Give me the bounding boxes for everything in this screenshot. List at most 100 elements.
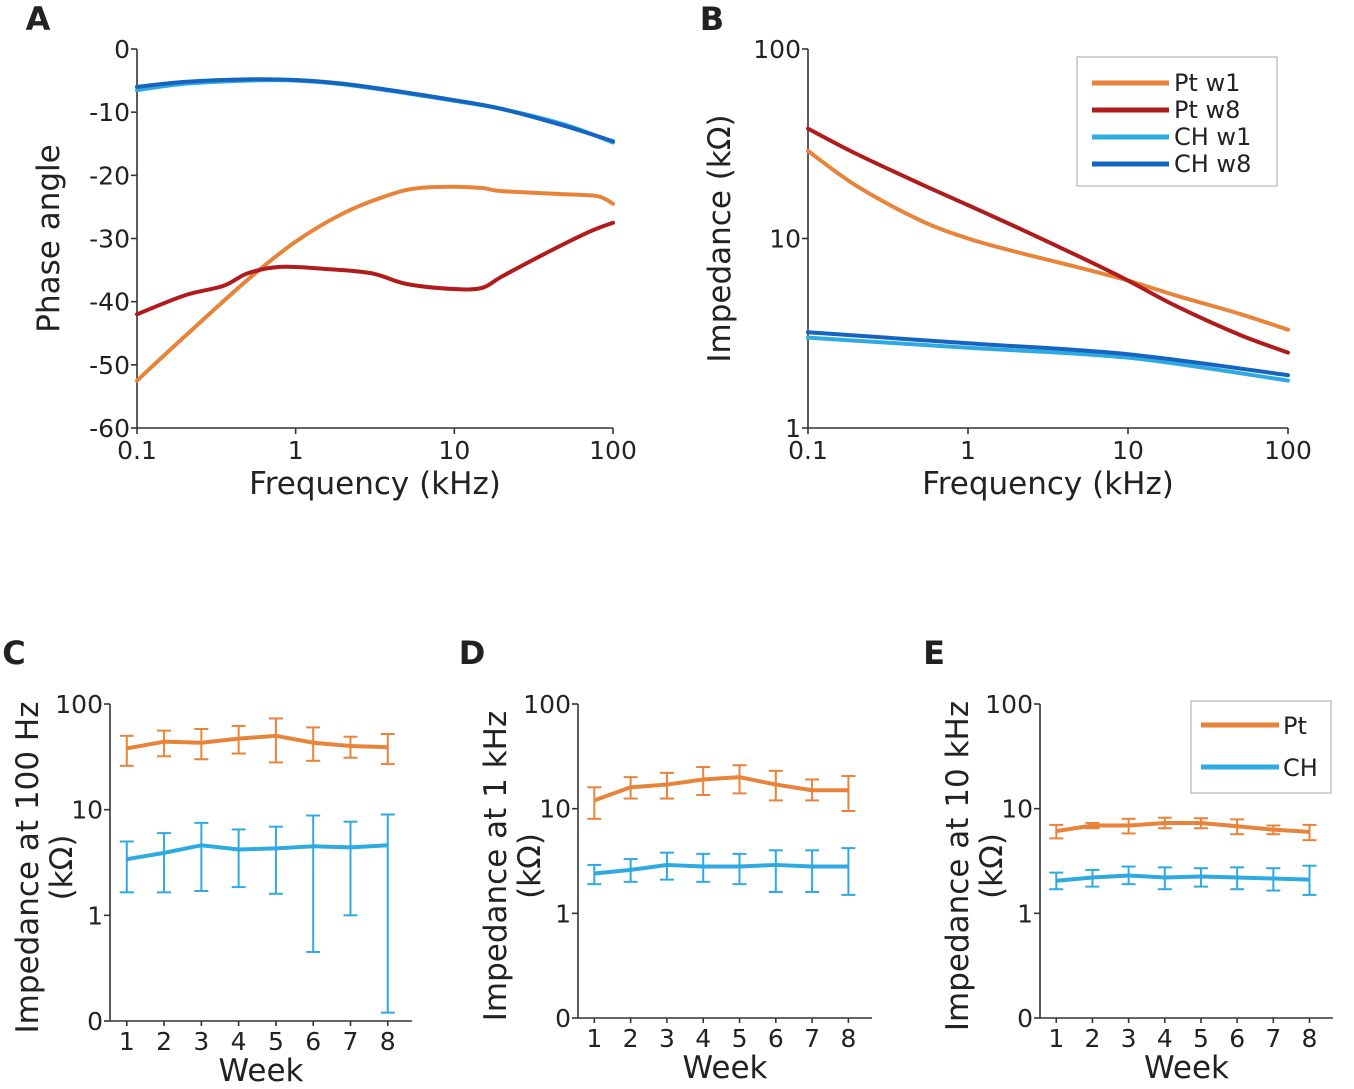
error-bar-pt [732, 764, 747, 795]
y-tick-label: -20 [89, 161, 130, 190]
x-tick-label: 0.1 [117, 436, 157, 465]
x-tick-label: 3 [193, 1027, 209, 1056]
y-axis-title: Impedance at 10 kHz(kΩ) [940, 701, 1010, 1031]
error-bar-ch [119, 840, 134, 894]
error-bar-pt [1302, 823, 1317, 842]
x-tick-label: 2 [623, 1024, 639, 1053]
x-tick-label: 6 [305, 1027, 321, 1056]
error-bar-ch [768, 849, 783, 893]
x-tick-label: 0.1 [788, 436, 828, 465]
y-tick-label: 1 [555, 899, 571, 928]
x-tick-label: 1 [586, 1024, 602, 1053]
x-tick-label: 7 [1265, 1024, 1281, 1053]
error-bar-pt [268, 717, 283, 764]
y-tick-label: 1 [87, 901, 103, 930]
error-bar-ch [343, 820, 358, 917]
y-tick-label: 100 [523, 690, 571, 719]
error-bar-pt [841, 775, 856, 812]
x-tick-label: 3 [1121, 1024, 1137, 1053]
series-line-ch [126, 843, 388, 862]
y-tick-label: -40 [89, 288, 130, 317]
error-bar-ch [1049, 871, 1064, 891]
y-tick-label: 100 [753, 35, 801, 64]
panel-label: D [459, 634, 486, 672]
x-tick-label: 5 [732, 1024, 748, 1053]
y-tick-label: 0 [1017, 1004, 1033, 1033]
panel-label: B [700, 0, 724, 38]
x-tick-label: 2 [1084, 1024, 1100, 1053]
x-tick-label: 4 [695, 1024, 711, 1053]
y-axis-title-line-1: Impedance at 1 kHz [478, 711, 514, 1022]
x-tick-label: 10 [1112, 436, 1144, 465]
x-tick-label: 6 [768, 1024, 784, 1053]
y-tick-label: 10 [539, 795, 571, 824]
x-tick-label: 4 [1157, 1024, 1173, 1053]
series-line-pt-w1 [806, 148, 1290, 332]
x-tick-label: 8 [840, 1024, 856, 1053]
x-tick-label: 1 [960, 436, 976, 465]
series-line-ch-w8 [806, 330, 1290, 378]
series-line-pt [126, 733, 388, 751]
series-line-pt-w8 [806, 126, 1290, 355]
x-tick-label: 5 [1193, 1024, 1209, 1053]
x-tick-label: 2 [156, 1027, 172, 1056]
x-axis-title: Week [1144, 1050, 1229, 1086]
y-tick-label: -60 [89, 414, 130, 443]
error-bar-ch [841, 847, 856, 896]
x-tick-label: 1 [1048, 1024, 1064, 1053]
x-tick-label: 5 [268, 1027, 284, 1056]
x-tick-label: 1 [288, 436, 304, 465]
x-tick-label: 4 [231, 1027, 247, 1056]
legend-label: CH w1 [1174, 123, 1251, 151]
y-axis-title-line-1: Impedance at 100 Hz [10, 702, 46, 1034]
panel-label: C [2, 634, 25, 672]
error-bar-ch [587, 863, 602, 886]
y-tick-label: 1 [1017, 899, 1033, 928]
x-tick-label: 1 [119, 1027, 135, 1056]
y-tick-label: 10 [1001, 795, 1033, 824]
x-tick-label: 7 [804, 1024, 820, 1053]
panel-a: A 0.1 1 10 100 0 -10 -20 -30 -40 -50 -60 Frequency (… [26, 0, 637, 502]
y-tick-label: -30 [89, 225, 130, 254]
y-tick-label: 0 [87, 1007, 103, 1036]
error-bar-pt [380, 733, 395, 766]
series-line-ch-w8 [135, 77, 615, 144]
error-bar-ch [1302, 864, 1317, 896]
x-tick-label: 10 [438, 436, 470, 465]
error-bar-ch [268, 825, 283, 895]
x-tick-label: 100 [1264, 436, 1312, 465]
y-axis-title: Phase angle [31, 144, 67, 332]
x-axis-title: Week [219, 1053, 304, 1089]
y-axis-title-line-2: (kΩ) [974, 833, 1010, 899]
error-bar-pt [587, 786, 602, 820]
error-bar-ch [306, 814, 321, 953]
legend-frame [1190, 700, 1332, 794]
y-axis-title: Impedance (kΩ) [702, 114, 738, 362]
y-tick-label: 100 [985, 690, 1033, 719]
y-axis-title: Impedance at 100 Hz(kΩ) [10, 702, 80, 1034]
series-line-ch-w1 [806, 335, 1290, 383]
y-axis-title-line-1: Impedance at 10 kHz [940, 701, 976, 1031]
series-line-ch [1056, 873, 1310, 883]
y-tick-label: -10 [89, 98, 130, 127]
y-tick-label: 0 [555, 1004, 571, 1033]
error-bar-ch [732, 852, 747, 886]
legend-label: Pt [1283, 712, 1307, 740]
series-line-pt-w8 [135, 220, 615, 317]
y-axis-title-line-2: (kΩ) [512, 833, 548, 899]
x-axis-title: Frequency (kHz) [249, 466, 501, 502]
error-bar-pt [1049, 823, 1064, 840]
legend-label: Pt w1 [1174, 69, 1240, 97]
error-bar-ch [805, 849, 820, 893]
error-bar-ch [231, 828, 246, 889]
x-tick-label: 8 [1302, 1024, 1318, 1053]
legend-label: CH w8 [1174, 150, 1251, 178]
series-line-pt-w1 [135, 184, 615, 383]
y-tick-label: 100 [55, 690, 103, 719]
y-tick-label: 0 [114, 35, 130, 64]
